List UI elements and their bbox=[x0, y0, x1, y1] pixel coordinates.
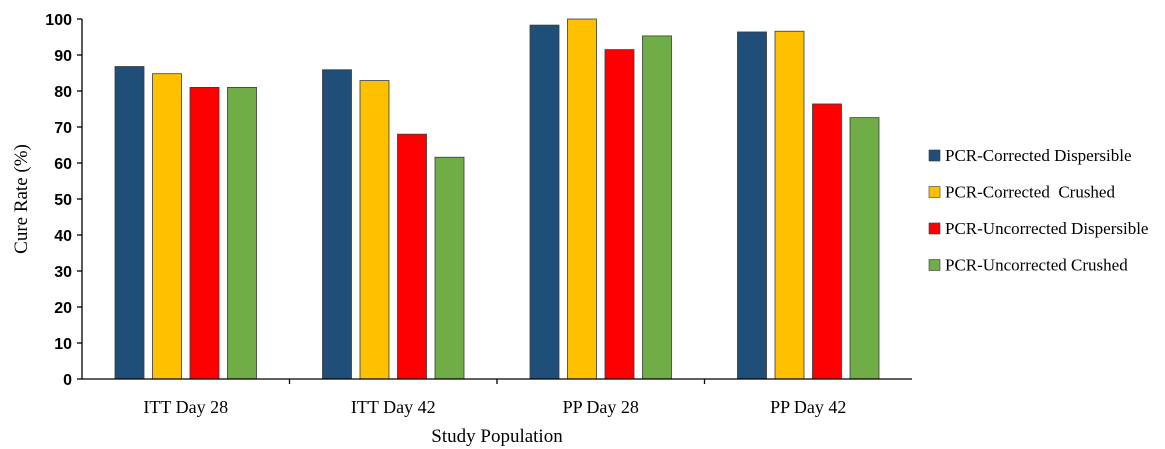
bar-pp-day-42-series-2 bbox=[775, 31, 804, 379]
y-tick-label: 50 bbox=[54, 192, 72, 209]
bar-pp-day-28-series-2 bbox=[568, 19, 597, 379]
legend-swatch bbox=[929, 187, 940, 198]
legend-swatch bbox=[929, 150, 940, 161]
y-tick-label: 20 bbox=[54, 300, 72, 317]
bar-itt-day-42-series-4 bbox=[435, 157, 464, 379]
x-category-label: PP Day 28 bbox=[563, 397, 639, 417]
legend-swatch bbox=[929, 223, 940, 234]
bar-pp-day-42-series-4 bbox=[850, 118, 879, 379]
y-axis-title: Cure Rate (%) bbox=[11, 144, 32, 254]
y-tick-label: 90 bbox=[54, 48, 72, 65]
y-tick-label: 60 bbox=[54, 156, 72, 173]
bar-itt-day-42-series-3 bbox=[398, 134, 427, 379]
bar-itt-day-28-series-1 bbox=[115, 67, 144, 379]
y-tick-label: 70 bbox=[54, 120, 72, 137]
legend-label: PCR-Uncorrected Crushed bbox=[945, 256, 1128, 275]
x-category-label: ITT Day 42 bbox=[351, 397, 436, 417]
bar-itt-day-42-series-1 bbox=[323, 70, 352, 379]
legend-swatch bbox=[929, 260, 940, 271]
bar-pp-day-28-series-3 bbox=[605, 50, 634, 379]
y-tick-label: 0 bbox=[63, 372, 72, 389]
bar-pp-day-42-series-3 bbox=[813, 104, 842, 379]
bar-pp-day-42-series-1 bbox=[738, 32, 767, 379]
y-tick-label: 80 bbox=[54, 84, 72, 101]
y-tick-label: 40 bbox=[54, 228, 72, 245]
x-category-label: ITT Day 28 bbox=[143, 397, 228, 417]
legend-label: PCR-Corrected Crushed bbox=[945, 183, 1115, 202]
y-tick-label: 30 bbox=[54, 264, 72, 281]
legend-label: PCR-Corrected Dispersible bbox=[945, 146, 1132, 165]
x-axis-title: Study Population bbox=[431, 426, 563, 447]
x-axis-category-labels: ITT Day 28 ITT Day 42 PP Day 28 PP Day 42 bbox=[143, 379, 846, 417]
legend-label: PCR-Uncorrected Dispersible bbox=[945, 219, 1148, 238]
y-tick-label: 100 bbox=[45, 12, 72, 29]
bars-group bbox=[115, 19, 879, 379]
bar-itt-day-28-series-4 bbox=[228, 87, 257, 379]
legend: PCR-Corrected Dispersible PCR-Corrected C… bbox=[929, 146, 1148, 275]
y-axis-ticks: 0 10 20 30 40 50 60 70 80 90 100 bbox=[45, 12, 82, 389]
bar-pp-day-28-series-4 bbox=[643, 36, 672, 379]
x-category-label: PP Day 42 bbox=[770, 397, 846, 417]
y-tick-label: 10 bbox=[54, 336, 72, 353]
bar-itt-day-42-series-2 bbox=[360, 81, 389, 379]
bar-itt-day-28-series-2 bbox=[153, 74, 182, 379]
bar-pp-day-28-series-1 bbox=[530, 25, 559, 379]
bar-itt-day-28-series-3 bbox=[190, 87, 219, 379]
